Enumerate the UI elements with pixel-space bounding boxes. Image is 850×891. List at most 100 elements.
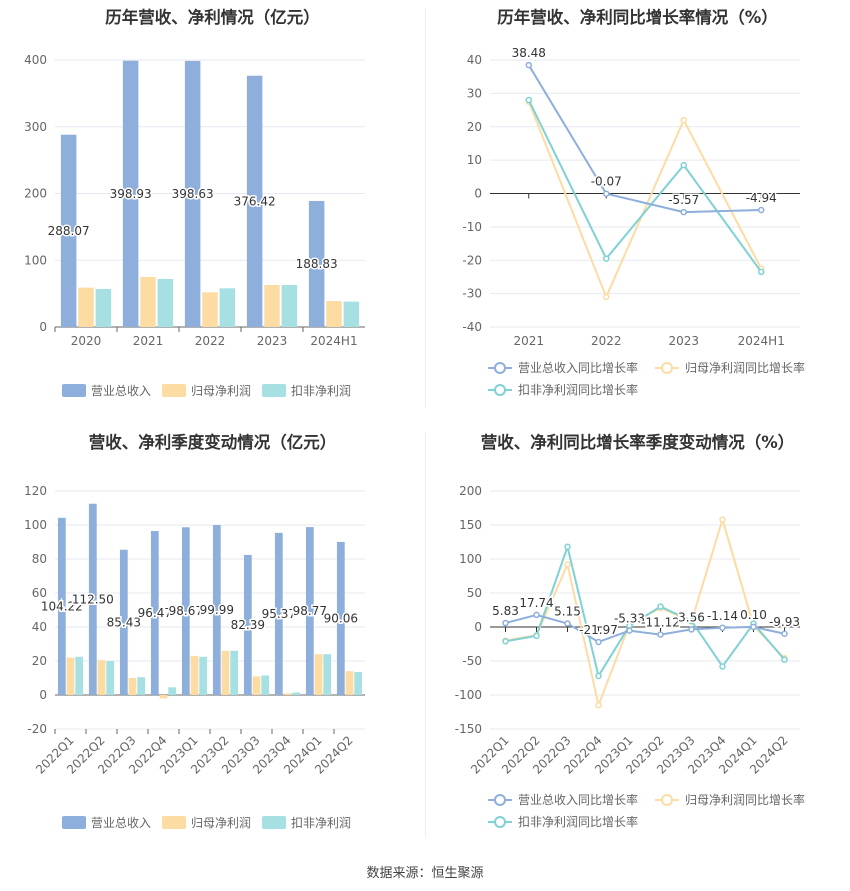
y-tick-label: -30 bbox=[462, 287, 482, 301]
bar-1 bbox=[314, 654, 323, 695]
chart-title: 营收、净利同比增长率季度变动情况（%） bbox=[480, 433, 795, 452]
bar-1 bbox=[345, 671, 354, 695]
data-label: 90.06 bbox=[324, 611, 358, 625]
data-point bbox=[680, 161, 687, 169]
data-point bbox=[603, 293, 610, 301]
data-point bbox=[525, 61, 532, 69]
legend-label: 归母净利润 bbox=[191, 384, 251, 398]
data-label: 376.42 bbox=[234, 194, 276, 208]
data-label: 82.39 bbox=[231, 618, 265, 632]
legend-label: 归母净利润同比增长率 bbox=[685, 360, 805, 375]
legend-marker bbox=[661, 362, 673, 374]
data-label: 5.83 bbox=[492, 604, 519, 618]
data-label: 5.15 bbox=[554, 604, 581, 618]
y-tick-label: -20 bbox=[27, 722, 47, 736]
x-tick-label: 2022 bbox=[195, 334, 226, 348]
data-label: 3.56 bbox=[678, 610, 705, 624]
annual-revenue-profit-chart: 历年营收、净利情况（亿元） 0 100 200 300 400 2020 2021 2022 2… bbox=[0, 0, 425, 420]
x-tick-label: 2020 bbox=[71, 334, 102, 348]
chart-canvas: -200204060801001202022Q12022Q22022Q32022… bbox=[24, 484, 365, 830]
x-tick-label: 2024H1 bbox=[738, 334, 785, 348]
data-point bbox=[758, 268, 765, 276]
bar-2 bbox=[157, 278, 174, 327]
data-point bbox=[750, 623, 757, 631]
y-tick-label: 50 bbox=[467, 586, 482, 600]
data-point bbox=[595, 701, 602, 709]
data-point bbox=[595, 672, 602, 680]
y-tick-label: 200 bbox=[459, 484, 482, 498]
data-point bbox=[564, 620, 571, 627]
y-tick-label: 200 bbox=[24, 187, 47, 201]
data-point bbox=[758, 206, 765, 214]
data-point bbox=[719, 516, 726, 523]
legend-marker bbox=[494, 362, 506, 374]
y-tick-label: 20 bbox=[32, 654, 47, 668]
panel-divider-top bbox=[425, 8, 426, 408]
data-label: 96.47 bbox=[138, 606, 172, 620]
y-tick-label: 0 bbox=[474, 620, 482, 634]
data-point bbox=[564, 543, 571, 551]
chart-canvas: -40 -30 -20 -10 0 10 20 30 40 2021 2022 2023 2024H1 3… bbox=[462, 45, 805, 397]
data-point bbox=[657, 631, 664, 638]
data-label: -0.07 bbox=[591, 175, 622, 189]
x-tick-label: 2022 bbox=[591, 334, 622, 348]
legend-marker bbox=[494, 794, 506, 806]
data-label: -9.93 bbox=[769, 615, 800, 629]
data-label: 95.37 bbox=[262, 607, 296, 621]
data-label: 98.77 bbox=[293, 604, 327, 618]
bar-1 bbox=[97, 660, 106, 695]
y-tick-label: 0 bbox=[39, 320, 47, 334]
bar-2 bbox=[354, 672, 363, 695]
data-label: -5.33 bbox=[614, 612, 645, 626]
quarterly-growth-rate-chart: 营收、净利同比增长率季度变动情况（%） -150 -100 -50 0 50 100 150… bbox=[425, 425, 850, 855]
y-tick-label: 300 bbox=[24, 120, 47, 134]
data-label: -5.57 bbox=[668, 193, 699, 207]
bar-2 bbox=[95, 288, 112, 327]
data-point bbox=[525, 96, 532, 104]
legend-marker bbox=[494, 384, 506, 396]
data-point bbox=[688, 626, 695, 633]
data-point bbox=[603, 255, 610, 262]
legend-label: 归母净利润 bbox=[191, 816, 251, 830]
y-tick-label: 40 bbox=[467, 53, 482, 67]
bar-0 bbox=[88, 503, 97, 695]
data-label: 398.63 bbox=[172, 187, 214, 201]
legend-label: 扣非净利润同比增长率 bbox=[518, 382, 638, 397]
series-line-2 bbox=[505, 543, 786, 679]
data-point bbox=[688, 617, 695, 625]
data-label: -4.94 bbox=[746, 191, 777, 205]
y-tick-label: -50 bbox=[462, 654, 482, 668]
y-tick-label: 0 bbox=[39, 688, 47, 702]
panel-divider-bottom bbox=[425, 432, 426, 837]
bar-0 bbox=[246, 75, 263, 327]
chart-canvas: 0 100 200 300 400 2020 2021 2022 2023 2024H1 288.0… bbox=[24, 53, 365, 398]
y-tick-label: 80 bbox=[32, 552, 47, 566]
data-point bbox=[719, 624, 726, 632]
legend-swatch bbox=[62, 816, 86, 829]
data-point bbox=[564, 561, 571, 568]
bar-2 bbox=[75, 656, 84, 695]
bar-1 bbox=[140, 276, 156, 327]
legend-label: 营业总收入同比增长率 bbox=[518, 792, 638, 807]
legend-label: 营业总收入同比增长率 bbox=[518, 360, 638, 375]
bar-2 bbox=[323, 654, 332, 695]
bar-1 bbox=[78, 287, 94, 327]
data-label: 98.67 bbox=[169, 604, 203, 618]
data-point bbox=[502, 638, 509, 645]
x-tick-label: 2021 bbox=[133, 334, 164, 348]
series-line-0 bbox=[527, 64, 762, 214]
annual-growth-rate-chart: 历年营收、净利同比增长率情况（%） -40 -30 -20 -10 0 10 20 30 40 2… bbox=[425, 0, 850, 420]
legend-label: 归母净利润同比增长率 bbox=[685, 792, 805, 807]
bar-1 bbox=[66, 657, 75, 695]
legend-swatch bbox=[62, 384, 86, 397]
data-label: 104.22 bbox=[41, 599, 83, 613]
data-point bbox=[533, 611, 540, 619]
bar-0 bbox=[181, 527, 190, 695]
data-label: 17.74 bbox=[519, 596, 553, 610]
bar-2 bbox=[343, 301, 360, 327]
data-point bbox=[533, 632, 540, 640]
quarterly-revenue-profit-chart: 营收、净利季度变动情况（亿元） -20 0 20 40 60 80 100 120 2022Q1… bbox=[0, 425, 425, 855]
data-point bbox=[680, 116, 687, 124]
data-label: 398.93 bbox=[110, 187, 152, 201]
data-label: -11.12 bbox=[641, 616, 680, 630]
